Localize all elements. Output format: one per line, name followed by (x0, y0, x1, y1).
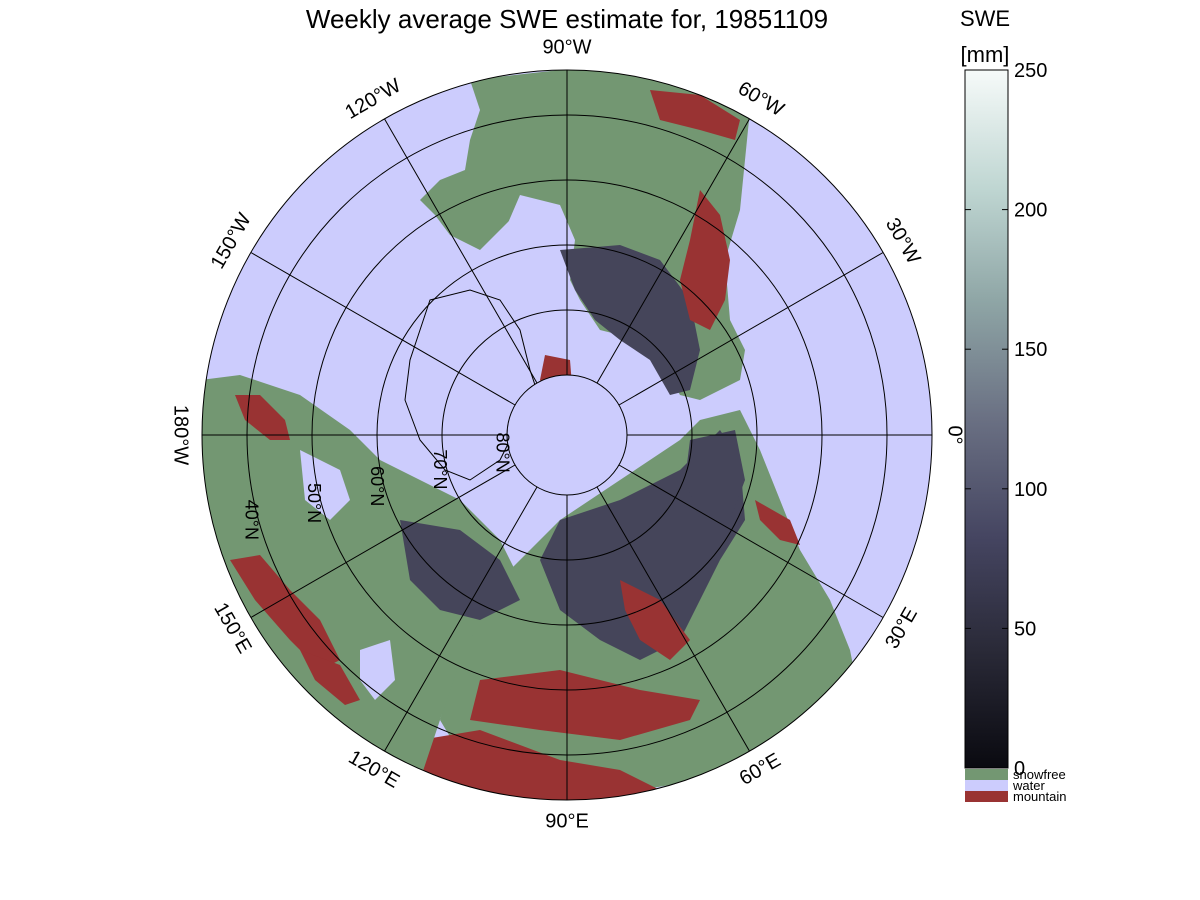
latitude-label: 70°N (430, 449, 450, 489)
meridian-line (250, 464, 516, 618)
mountain-central-asia (470, 670, 700, 740)
colorbar-tick-label: 200 (1014, 200, 1047, 222)
map-title: Weekly average SWE estimate for, 1985110… (306, 4, 828, 34)
mountain-kamchatka (755, 500, 800, 545)
water-baltic (300, 450, 350, 520)
mountain-alps (230, 555, 340, 670)
category-label-snowfree: snowfree (1013, 767, 1066, 782)
snow-russia (400, 520, 520, 620)
snow-east-siberia (685, 430, 745, 520)
category-label-mountain: mountain (1013, 789, 1066, 804)
latitude-label: 50°N (304, 483, 324, 523)
category-swatch-mountain (965, 791, 1008, 802)
land-greenland (404, 289, 541, 481)
mountain-alaska-range (650, 90, 740, 140)
colorbar-label-swe: SWE (960, 6, 1010, 31)
colorbar-tick-label: 250 (1014, 60, 1047, 82)
mountain-caucasus (300, 650, 360, 705)
latitude-label: 60°N (367, 466, 387, 506)
colorbar-ticks: 0 50 100 150 200 250 (965, 60, 1047, 780)
latitude-label: 80°N (493, 432, 513, 472)
colorbar-label-unit: [mm] (961, 42, 1010, 67)
longitude-label: 90°W (542, 36, 591, 58)
polar-map (202, 70, 932, 800)
longitude-label: 90°E (545, 810, 589, 832)
water-hudson-bay (505, 195, 575, 300)
arctic-ocean (507, 375, 627, 495)
mountain-tibet (420, 730, 660, 800)
latitude-label: 40°N (241, 500, 261, 540)
colorbar-ramp (964, 69, 1009, 769)
meridian-line (618, 252, 884, 406)
category-swatch-water (965, 780, 1008, 791)
category-label-water: water (1012, 778, 1045, 793)
mountain-east-siberia (620, 580, 690, 660)
colorbar: SWE [mm] 0 50 100 150 200 250 snowfreewatermo… (960, 6, 1067, 804)
longitude-label: 180°W (170, 405, 192, 465)
latitude-labels: 80°N 70°N 60°N 50°N 40°N (241, 432, 512, 540)
graticule (201, 69, 933, 801)
land-europe (202, 375, 520, 780)
category-swatch-snowfree (965, 769, 1008, 780)
mountain-rockies (680, 190, 730, 330)
meridian-line (384, 486, 538, 752)
meridians (202, 70, 932, 800)
water-caspian (360, 640, 395, 700)
colorbar-tick-label: 50 (1014, 618, 1036, 640)
meridian-line (384, 118, 538, 384)
map-border (201, 69, 933, 801)
colorbar-tick-label: 0 (1014, 758, 1025, 780)
meridian-line (250, 252, 516, 406)
colorbar-tick-label: 150 (1014, 339, 1047, 361)
meridian-line (618, 464, 884, 618)
meridian-line (596, 118, 750, 384)
longitude-label: 0° (944, 425, 966, 444)
colorbar-tick-label: 100 (1014, 479, 1047, 501)
meridian-line (596, 486, 750, 752)
